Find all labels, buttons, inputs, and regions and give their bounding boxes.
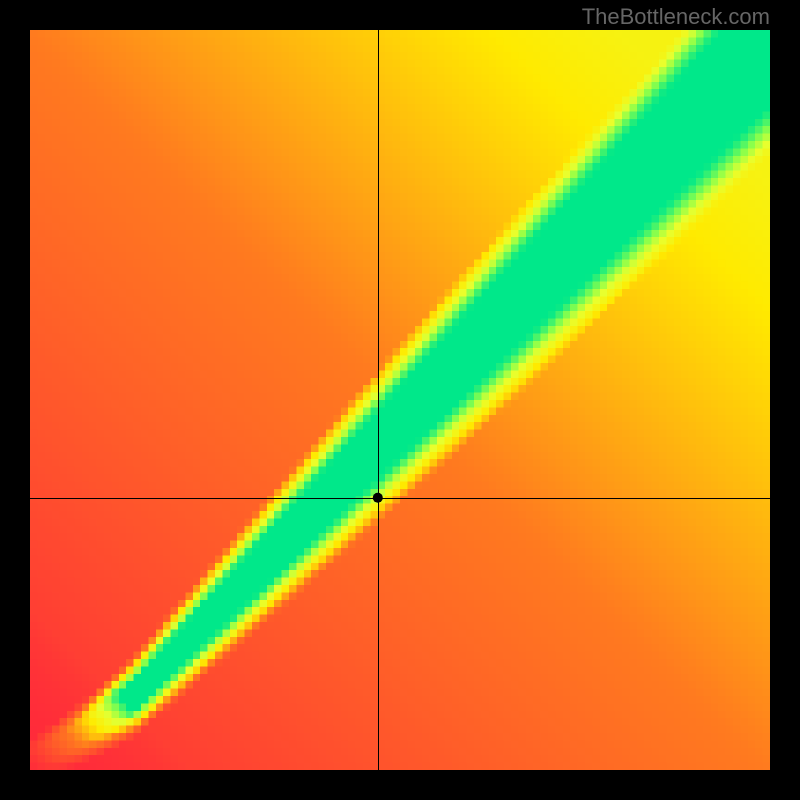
- watermark-text: TheBottleneck.com: [582, 4, 770, 30]
- crosshair-overlay: [30, 30, 770, 770]
